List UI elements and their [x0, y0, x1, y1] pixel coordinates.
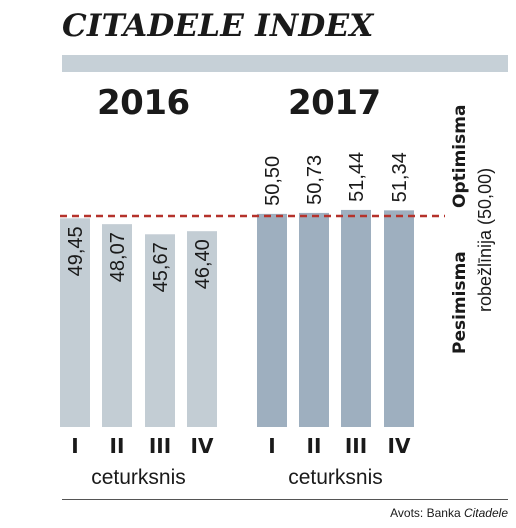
bar-2017-II [299, 212, 329, 427]
optimism-label: Optimisma [450, 104, 470, 208]
source-note: Avots: Banka Citadele [390, 506, 508, 520]
bottom-rule [62, 499, 508, 500]
category-label-2017-III: III [345, 434, 367, 458]
value-label-2017-III: 51,44 [346, 152, 368, 202]
bar-2016-III [145, 234, 175, 427]
pessimism-label: Pesimisma [450, 251, 470, 354]
category-label-2016-IV: IV [191, 434, 214, 458]
value-label-2016-II: 48,07 [107, 232, 129, 282]
bar-2017-III [341, 209, 371, 427]
bar-2017-IV [384, 210, 414, 427]
value-label-2016-IV: 46,40 [192, 239, 214, 289]
source-name: Citadele [463, 506, 508, 520]
title-band [62, 55, 508, 72]
year-label-2016: 2016 [97, 83, 190, 123]
value-label-2017-IV: 51,34 [389, 152, 411, 202]
bar-2016-I [60, 218, 90, 427]
category-label-2016-II: II [110, 434, 125, 458]
bar-2017-I [257, 213, 287, 427]
value-label-2016-I: 49,45 [65, 226, 87, 276]
value-label-2017-II: 50,73 [304, 155, 326, 205]
source-prefix: Avots: Banka [390, 506, 464, 520]
category-label-2017-I: I [268, 434, 275, 458]
value-label-2016-III: 45,67 [150, 242, 172, 292]
baseline-label: robežlīnija (50,00) [475, 167, 495, 312]
value-label-2017-I: 50,50 [262, 156, 284, 206]
category-label-2016-III: III [149, 434, 171, 458]
category-label-2017-II: II [307, 434, 322, 458]
axis-label-2016: ceturksnis [91, 466, 186, 489]
bar-2016-IV [187, 231, 217, 427]
bar-2016-II [102, 224, 132, 427]
category-label-2016-I: I [71, 434, 78, 458]
year-label-2017: 2017 [288, 83, 381, 123]
axis-label-2017: ceturksnis [288, 466, 383, 489]
chart-title: CITADELE INDEX [62, 8, 374, 44]
category-label-2017-IV: IV [388, 434, 411, 458]
